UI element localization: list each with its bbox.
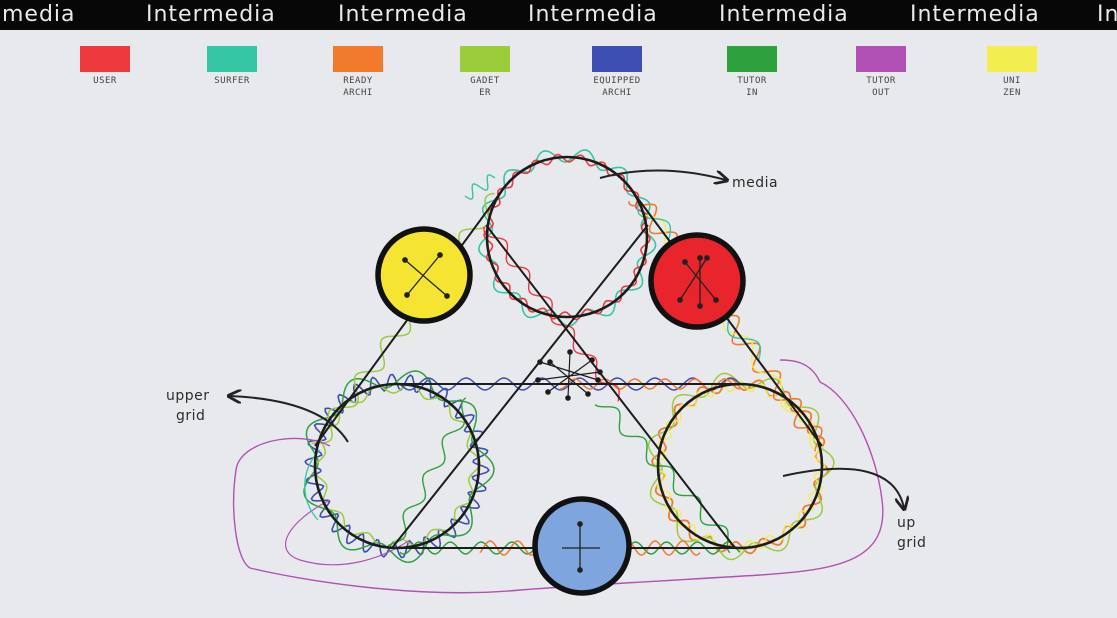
surfer-path bbox=[464, 174, 496, 200]
red-node bbox=[648, 232, 746, 330]
legend-swatch bbox=[207, 46, 257, 72]
banner-word: Intermedia bbox=[338, 2, 468, 27]
unizen-path bbox=[654, 380, 826, 552]
up-grid-circle bbox=[656, 382, 824, 550]
media-circle bbox=[485, 155, 649, 319]
legend-label: TUTOR IN bbox=[737, 76, 767, 98]
user-path bbox=[483, 153, 651, 321]
up-grid-arrow bbox=[782, 467, 904, 508]
legend-item-tutor-out: TUTOR OUT bbox=[841, 46, 921, 99]
annotation-arrows bbox=[230, 169, 904, 508]
media-arrow bbox=[599, 169, 726, 180]
tutor-in-path bbox=[594, 404, 731, 554]
blue-node-circle bbox=[532, 496, 632, 596]
legend-swatch bbox=[727, 46, 777, 72]
cross-line-right bbox=[485, 224, 736, 549]
legend-swatch bbox=[333, 46, 383, 72]
upper-grid-label-line2: grid bbox=[176, 408, 205, 424]
center-junction bbox=[535, 349, 603, 401]
banner-word: Intermedia bbox=[146, 2, 276, 27]
cross-line-left bbox=[391, 224, 649, 549]
legend-swatch bbox=[592, 46, 642, 72]
legend-item-surfer: SURFER bbox=[192, 46, 272, 87]
right-outer-edge bbox=[635, 195, 823, 447]
legend-label: READY ARCHI bbox=[343, 76, 373, 98]
legend-item-equipped-archi: EQUIPPED ARCHI bbox=[577, 46, 657, 99]
legend-item-user: USER bbox=[65, 46, 145, 87]
up-grid-label-line1: up bbox=[897, 515, 916, 531]
legend-label: USER bbox=[93, 76, 117, 86]
gadeter-path bbox=[311, 192, 495, 445]
legend-label: SURFER bbox=[214, 76, 250, 86]
left-outer-edge bbox=[314, 195, 499, 447]
intermedia-banner: media Intermedia Intermedia Intermedia I… bbox=[0, 0, 1117, 30]
legend-item-tutor-in: TUTOR IN bbox=[712, 46, 792, 99]
media-label: media bbox=[732, 175, 778, 191]
tutor-in-path bbox=[303, 370, 495, 563]
legend-swatch bbox=[80, 46, 130, 72]
legend-label: GADET ER bbox=[470, 76, 500, 98]
legend-swatch bbox=[856, 46, 906, 72]
legend-item-unizen: UNI ZEN bbox=[972, 46, 1052, 99]
banner-word: Intermedia bbox=[719, 2, 849, 27]
blue-node bbox=[532, 496, 632, 596]
surfer-path bbox=[478, 149, 657, 327]
legend: USER SURFER READY ARCHI GADET ER EQUIPPE… bbox=[0, 40, 1117, 120]
legend-item-ready-archi: READY ARCHI bbox=[318, 46, 398, 99]
banner-word: media bbox=[2, 2, 76, 27]
upper-grid-label-line1: upper bbox=[166, 388, 210, 404]
equipped-archi-path bbox=[304, 373, 490, 559]
tutor-in-path bbox=[387, 397, 467, 547]
legend-label: UNI ZEN bbox=[1003, 76, 1021, 98]
yellow-node bbox=[375, 226, 473, 324]
tutor-out-path bbox=[285, 499, 411, 566]
legend-label: TUTOR OUT bbox=[866, 76, 896, 98]
legend-swatch bbox=[460, 46, 510, 72]
upper-grid-arrow bbox=[230, 396, 349, 443]
legend-item-gadeter: GADET ER bbox=[445, 46, 525, 99]
gadeter-path bbox=[647, 372, 835, 561]
upper-grid-circle bbox=[313, 382, 481, 550]
up-grid-label-line2: grid bbox=[897, 535, 926, 551]
banner-word: Intermedia bbox=[910, 2, 1040, 27]
banner-word: In bbox=[1097, 2, 1117, 27]
ready-archi-path bbox=[628, 201, 823, 452]
red-node-circle bbox=[648, 232, 746, 330]
legend-swatch bbox=[987, 46, 1037, 72]
legend-label: EQUIPPED ARCHI bbox=[593, 76, 641, 98]
banner-word: Intermedia bbox=[528, 2, 658, 27]
